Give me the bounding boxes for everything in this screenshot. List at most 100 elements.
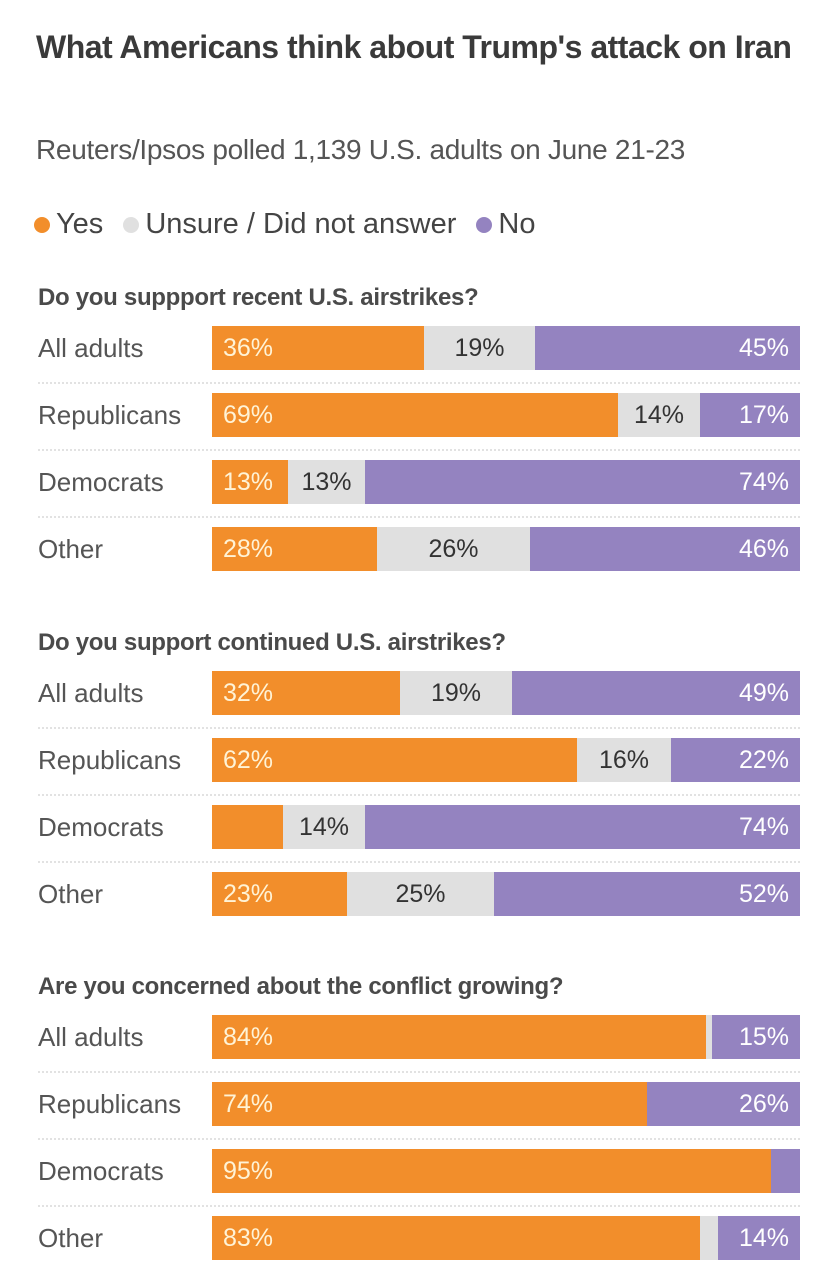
stacked-bar: 74% 26% bbox=[212, 1082, 800, 1126]
bar-row: Republicans 62% 16% 22% bbox=[0, 738, 838, 782]
chart-subtitle: Reuters/Ipsos polled 1,139 U.S. adults o… bbox=[36, 134, 686, 165]
category-label: Other bbox=[38, 534, 104, 564]
bar-row: Democrats 95% bbox=[0, 1149, 838, 1193]
bar-row: Other 28% 26% 46% bbox=[0, 527, 838, 571]
category-label: Democrats bbox=[38, 812, 164, 842]
legend: Yes Unsure / Did not answer No bbox=[34, 208, 555, 241]
row-separator bbox=[38, 516, 800, 518]
bar-segment-no bbox=[771, 1149, 800, 1193]
stacked-bar: 95% bbox=[212, 1149, 800, 1193]
legend-dot-unsure-icon bbox=[123, 216, 140, 233]
group-title: Are you concerned about the conflict gro… bbox=[38, 973, 564, 1000]
legend-label-yes: Yes bbox=[56, 208, 104, 240]
bar-row: Other 83% 14% bbox=[0, 1216, 838, 1260]
stacked-bar: 62% 16% 22% bbox=[212, 738, 800, 782]
bar-segment-unsure: 26% bbox=[377, 527, 530, 571]
bar-row: Democrats 14% 74% bbox=[0, 805, 838, 849]
data-label: 83% bbox=[223, 1224, 274, 1252]
stacked-bar: 28% 26% 46% bbox=[212, 527, 800, 571]
bar-segment-unsure: 14% bbox=[283, 805, 365, 849]
bar-row: Republicans 74% 26% bbox=[0, 1082, 838, 1126]
category-label: All adults bbox=[38, 678, 144, 708]
legend-item-yes: Yes bbox=[34, 208, 103, 241]
stacked-bar: 84% 15% bbox=[212, 1015, 800, 1059]
stacked-bar: 23% 25% 52% bbox=[212, 872, 800, 916]
data-label: 45% bbox=[738, 334, 789, 362]
row-separator bbox=[38, 794, 800, 796]
data-label: 28% bbox=[223, 535, 274, 563]
category-label: Democrats bbox=[38, 467, 164, 497]
bar-segment-no: 14% bbox=[718, 1216, 800, 1260]
bar-segment-yes: 95% bbox=[212, 1149, 771, 1193]
legend-item-unsure: Unsure / Did not answer bbox=[123, 208, 456, 241]
data-label: 22% bbox=[738, 746, 789, 774]
data-label: 26% bbox=[738, 1090, 789, 1118]
bar-segment-no: 17% bbox=[700, 393, 800, 437]
data-label: 13% bbox=[301, 468, 352, 496]
data-label: 25% bbox=[395, 880, 446, 908]
data-label: 36% bbox=[223, 334, 274, 362]
bar-segment-no: 46% bbox=[530, 527, 800, 571]
stacked-bar: 32% 19% 49% bbox=[212, 671, 800, 715]
data-label: 74% bbox=[223, 1090, 274, 1118]
bar-segment-yes: 36% bbox=[212, 326, 424, 370]
category-label: Republicans bbox=[38, 1089, 182, 1119]
category-label: Other bbox=[38, 1223, 104, 1253]
stacked-bar: 13% 13% 74% bbox=[212, 460, 800, 504]
data-label: 74% bbox=[738, 813, 789, 841]
bar-segment-yes bbox=[212, 805, 283, 849]
bar-row: All adults 84% 15% bbox=[0, 1015, 838, 1059]
bar-segment-no: 15% bbox=[712, 1015, 800, 1059]
bar-segment-yes: 74% bbox=[212, 1082, 647, 1126]
bar-segment-no: 26% bbox=[647, 1082, 800, 1126]
category-label: All adults bbox=[38, 1022, 144, 1052]
bar-segment-unsure bbox=[700, 1216, 718, 1260]
data-label: 26% bbox=[428, 535, 479, 563]
category-label: Republicans bbox=[38, 745, 182, 775]
category-label: Other bbox=[38, 879, 104, 909]
data-label: 84% bbox=[223, 1023, 274, 1051]
legend-dot-no-icon bbox=[476, 216, 493, 233]
bar-segment-no: 74% bbox=[365, 460, 800, 504]
data-label: 32% bbox=[223, 679, 274, 707]
row-separator bbox=[38, 382, 800, 384]
bar-segment-yes: 13% bbox=[212, 460, 288, 504]
bar-segment-yes: 32% bbox=[212, 671, 400, 715]
chart-title: What Americans think about Trump's attac… bbox=[36, 29, 792, 65]
category-label: All adults bbox=[38, 333, 144, 363]
bar-segment-unsure: 13% bbox=[288, 460, 365, 504]
stacked-bar: 83% 14% bbox=[212, 1216, 800, 1260]
group-title: Do you suppport recent U.S. airstrikes? bbox=[38, 284, 479, 311]
bar-segment-unsure bbox=[706, 1015, 712, 1059]
data-label: 69% bbox=[223, 401, 274, 429]
data-label: 19% bbox=[430, 679, 482, 707]
legend-dot-yes-icon bbox=[34, 216, 50, 233]
legend-label-unsure: Unsure / Did not answer bbox=[145, 208, 457, 240]
bar-row: Republicans 69% 14% 17% bbox=[0, 393, 838, 437]
bar-segment-no: 52% bbox=[494, 872, 800, 916]
data-label: 52% bbox=[738, 880, 789, 908]
bar-segment-yes: 23% bbox=[212, 872, 347, 916]
row-separator bbox=[38, 1071, 800, 1073]
stacked-bar: 69% 14% 17% bbox=[212, 393, 800, 437]
row-separator bbox=[38, 727, 800, 729]
data-label: 62% bbox=[223, 746, 274, 774]
bar-segment-yes: 28% bbox=[212, 527, 377, 571]
bar-row: All adults 36% 19% 45% bbox=[0, 326, 838, 370]
data-label: 19% bbox=[454, 334, 505, 362]
bar-segment-unsure: 25% bbox=[347, 872, 494, 916]
data-label: 16% bbox=[598, 746, 650, 774]
bar-row: All adults 32% 19% 49% bbox=[0, 671, 838, 715]
data-label: 14% bbox=[298, 813, 350, 841]
data-label: 23% bbox=[223, 880, 274, 908]
bar-row: Other 23% 25% 52% bbox=[0, 872, 838, 916]
data-label: 13% bbox=[223, 468, 274, 496]
category-label: Democrats bbox=[38, 1156, 164, 1186]
bar-segment-no: 22% bbox=[671, 738, 800, 782]
legend-item-no: No bbox=[476, 208, 535, 241]
row-separator bbox=[38, 1205, 800, 1207]
group-title: Do you support continued U.S. airstrikes… bbox=[38, 629, 506, 656]
data-label: 74% bbox=[738, 468, 789, 496]
data-label: 95% bbox=[223, 1157, 274, 1185]
bar-segment-no: 49% bbox=[512, 671, 800, 715]
